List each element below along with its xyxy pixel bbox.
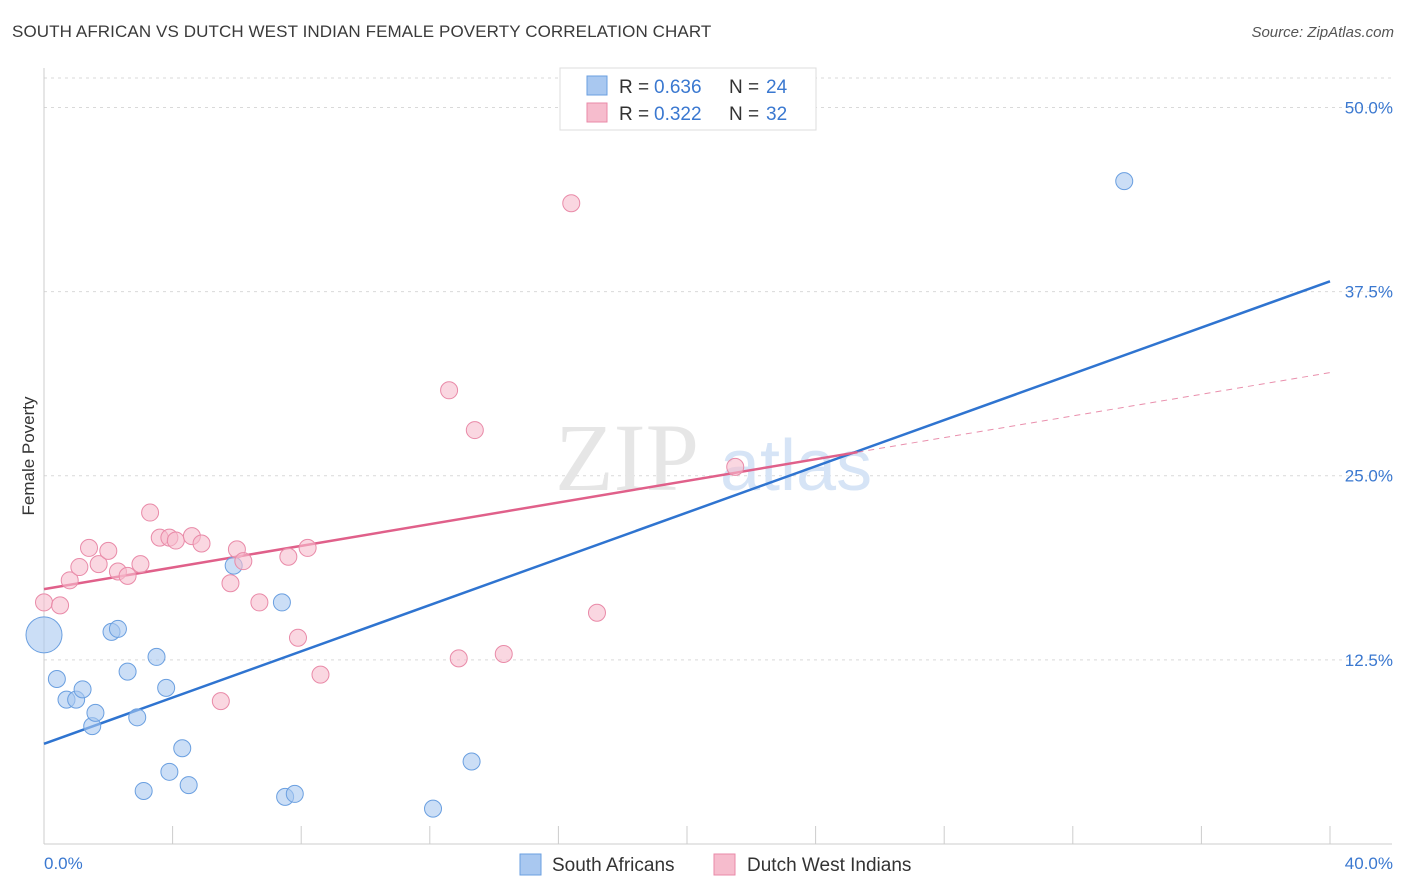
point-dutch-west-indians [60, 571, 79, 590]
point-south-africans [134, 781, 153, 800]
point-dutch-west-indians [221, 574, 240, 593]
point-south-africans [157, 678, 176, 697]
trend-line-dutch-west-indians [43, 450, 858, 591]
point-dutch-west-indians [562, 194, 581, 213]
point-dutch-west-indians [89, 555, 108, 574]
trend-lines [43, 280, 1331, 746]
legend-swatch-pink [586, 102, 608, 123]
y-tick-label: 25.0% [1345, 467, 1393, 486]
point-dutch-west-indians [141, 503, 160, 522]
legend-r-value: 0.322 [654, 104, 702, 125]
source-credit: Source: ZipAtlas.com [1251, 24, 1394, 41]
point-south-africans [128, 708, 147, 727]
legend-swatch-blue [586, 75, 608, 96]
point-south-africans [179, 776, 198, 795]
legend-n-value: 24 [766, 77, 788, 98]
point-dutch-west-indians [192, 534, 211, 553]
legend-r-label: R = [619, 104, 649, 125]
point-south-africans [108, 619, 127, 638]
data-points [25, 172, 1134, 818]
point-dutch-west-indians [80, 538, 99, 557]
point-south-africans [147, 647, 166, 666]
point-dutch-west-indians [494, 644, 513, 663]
trend-line-dutch-west-indians-extension [857, 372, 1331, 453]
legend: R = 0.636 N = 24 R = 0.322 N = 32 [559, 67, 817, 131]
point-dutch-west-indians [449, 649, 468, 668]
legend-n-label: N = [729, 77, 759, 98]
point-dutch-west-indians [234, 552, 253, 571]
point-dutch-west-indians [298, 538, 317, 557]
point-south-africans [86, 703, 105, 722]
point-south-africans [272, 593, 291, 612]
point-dutch-west-indians [726, 457, 745, 476]
point-south-africans [285, 784, 304, 803]
y-tick-label: 37.5% [1345, 283, 1393, 302]
legend-n-value: 32 [766, 104, 787, 125]
trend-line-south-africans [43, 280, 1331, 746]
point-dutch-west-indians [587, 603, 606, 622]
point-dutch-west-indians [35, 593, 53, 612]
point-south-africans [424, 799, 443, 818]
point-south-africans [25, 616, 63, 654]
point-south-africans [73, 680, 92, 699]
point-south-africans [160, 762, 179, 781]
watermark-zip: ZIP [555, 404, 699, 511]
series-label-dutch-west-indians: Dutch West Indians [747, 855, 911, 876]
point-dutch-west-indians [211, 692, 230, 711]
point-dutch-west-indians [440, 381, 459, 400]
point-dutch-west-indians [70, 558, 89, 577]
axes [43, 68, 1392, 845]
point-dutch-west-indians [311, 665, 330, 684]
point-south-africans [173, 739, 192, 758]
tick-labels: 12.5% 25.0% 37.5% 50.0% 0.0% 40.0% [44, 98, 1393, 873]
x-tick-label: 0.0% [44, 854, 83, 873]
point-dutch-west-indians [51, 596, 70, 615]
series-label-south-africans: South Africans [552, 855, 675, 876]
series-swatch-dutch-west-indians [713, 853, 736, 876]
point-dutch-west-indians [131, 555, 150, 574]
watermark: ZIP atlas [555, 404, 872, 511]
legend-r-label: R = [619, 77, 649, 98]
series-swatch-south-africans [519, 853, 542, 876]
point-south-africans [462, 752, 481, 771]
y-tick-label: 12.5% [1345, 651, 1393, 670]
point-dutch-west-indians [250, 593, 269, 612]
y-tick-label: 50.0% [1345, 98, 1393, 117]
chart-title: SOUTH AFRICAN VS DUTCH WEST INDIAN FEMAL… [12, 22, 712, 41]
y-axis-label: Female Poverty [19, 396, 38, 516]
series-legend: South Africans Dutch West Indians [519, 853, 911, 876]
point-dutch-west-indians [465, 421, 484, 440]
point-dutch-west-indians [279, 547, 298, 566]
point-south-africans [118, 662, 137, 681]
point-dutch-west-indians [166, 531, 185, 550]
point-dutch-west-indians [118, 566, 137, 585]
point-south-africans [1115, 172, 1134, 191]
point-south-africans [47, 670, 66, 689]
point-dutch-west-indians [288, 628, 307, 647]
point-dutch-west-indians [99, 541, 118, 560]
gridlines [44, 77, 1392, 661]
legend-n-label: N = [729, 104, 759, 125]
legend-r-value: 0.636 [654, 77, 702, 98]
x-tick-label: 40.0% [1345, 854, 1393, 873]
